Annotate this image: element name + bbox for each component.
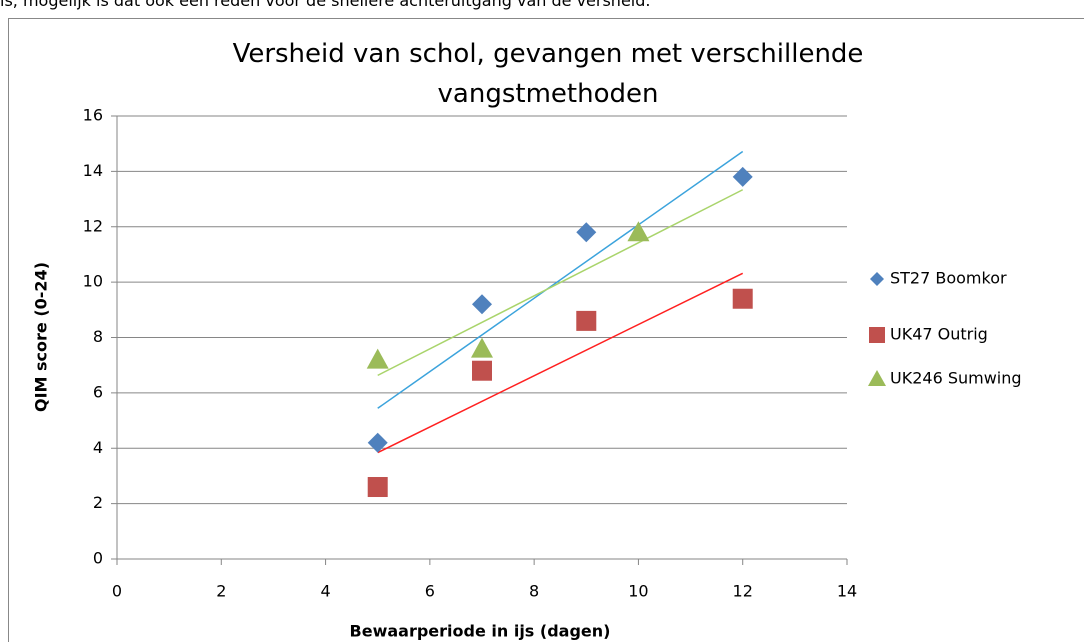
y-tick-label: 12 bbox=[83, 216, 103, 235]
marker-square bbox=[367, 477, 388, 498]
x-tick-label: 8 bbox=[529, 582, 539, 601]
y-tick-label: 14 bbox=[83, 161, 103, 180]
marker-square bbox=[472, 360, 492, 381]
x-tick-label: 12 bbox=[733, 582, 753, 601]
y-tick-label: 0 bbox=[93, 549, 103, 568]
legend-label: ST27 Boomkor bbox=[890, 269, 1007, 288]
marker-triangle bbox=[627, 221, 650, 242]
legend-marker bbox=[868, 370, 886, 386]
legend-marker bbox=[870, 272, 884, 286]
marker-diamond bbox=[367, 432, 388, 453]
marker-square bbox=[732, 288, 753, 309]
y-tick-label: 10 bbox=[83, 272, 103, 291]
y-axis-label: QIM score (0-24) bbox=[32, 262, 51, 412]
marker-triangle bbox=[366, 348, 389, 369]
y-tick-label: 2 bbox=[93, 493, 103, 512]
x-tick-label: 10 bbox=[628, 582, 648, 601]
x-tick-label: 2 bbox=[216, 582, 226, 601]
y-tick-label: 4 bbox=[93, 438, 103, 457]
x-tick-label: 6 bbox=[425, 582, 435, 601]
x-axis-label: Bewaarperiode in ijs (dagen) bbox=[350, 622, 611, 641]
marker-diamond bbox=[472, 294, 492, 315]
trendline bbox=[377, 272, 744, 454]
y-tick-label: 16 bbox=[83, 106, 103, 125]
legend-label: UK47 Outrig bbox=[890, 325, 988, 344]
body-text: is, mogelijk is dat ook een reden voor d… bbox=[0, 0, 651, 10]
chart-title: Versheid van schol, gevangen met verschi… bbox=[232, 39, 864, 109]
trendline bbox=[377, 150, 744, 409]
marker-diamond bbox=[732, 166, 753, 187]
marker-triangle bbox=[471, 337, 493, 358]
x-tick-label: 0 bbox=[112, 582, 122, 601]
x-tick-label: 14 bbox=[837, 582, 857, 601]
chart-frame bbox=[8, 18, 1084, 642]
marker-square bbox=[576, 310, 597, 331]
y-tick-label: 8 bbox=[93, 327, 103, 346]
marker-diamond bbox=[576, 222, 597, 243]
x-tick-label: 4 bbox=[320, 582, 330, 601]
legend-marker bbox=[869, 327, 885, 343]
trendline bbox=[377, 189, 744, 377]
y-tick-label: 6 bbox=[93, 382, 103, 401]
legend-label: UK246 Sumwing bbox=[890, 369, 1022, 388]
